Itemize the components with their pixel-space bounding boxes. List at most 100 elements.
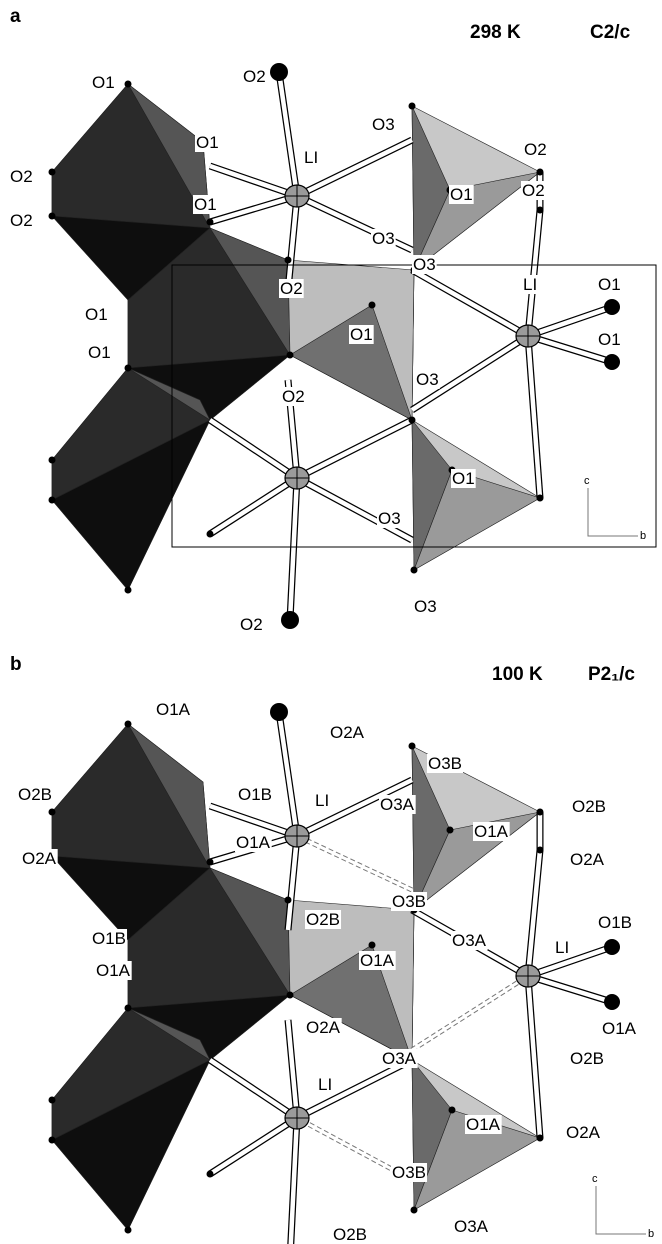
atom-label: O3A <box>380 795 415 814</box>
atom-label: O1 <box>452 469 475 488</box>
atom <box>125 1227 132 1234</box>
atom-label: O2 <box>243 67 266 86</box>
atom-label: O2B <box>570 1049 604 1068</box>
atom-label: O2 <box>240 615 263 634</box>
atom-label: O1B <box>238 785 272 804</box>
atom-label: O2B <box>18 785 52 804</box>
atom <box>49 809 56 816</box>
atom-label: O3B <box>392 892 426 911</box>
atom <box>49 457 56 464</box>
bond <box>528 976 612 1002</box>
atom <box>270 703 288 721</box>
atom-label: O1 <box>598 330 621 349</box>
atom <box>49 1097 56 1104</box>
atom-label: O2 <box>522 181 545 200</box>
bond <box>297 1060 412 1118</box>
atom <box>125 587 132 594</box>
atom <box>287 352 294 359</box>
atom-label: O2A <box>22 849 57 868</box>
atom <box>604 994 620 1010</box>
bond <box>279 72 297 196</box>
temperature: 298 K <box>470 22 521 43</box>
axis-label: b <box>640 530 646 542</box>
atom-label: O2A <box>566 1123 601 1142</box>
atom-label: O2B <box>333 1225 367 1244</box>
atom <box>604 354 620 370</box>
bond <box>210 478 297 534</box>
bond <box>297 420 412 478</box>
axis-label: c <box>584 475 590 487</box>
atom-label: O3B <box>428 754 462 773</box>
atom-label: O2 <box>282 387 305 406</box>
atom <box>537 1135 544 1142</box>
atom-label: O1A <box>96 961 131 980</box>
atom <box>537 169 544 176</box>
atom-label: O1 <box>88 343 111 362</box>
atom-label: O3 <box>413 255 436 274</box>
atom <box>369 302 376 309</box>
atom-label: O1A <box>156 700 191 719</box>
atom <box>207 1171 214 1178</box>
atom-label: LI <box>304 148 318 167</box>
atom-label: O3 <box>416 370 439 389</box>
atom <box>369 942 376 949</box>
h-bond <box>412 976 528 1050</box>
structure <box>49 63 657 1244</box>
atom-label: O1 <box>196 133 219 152</box>
atom <box>411 1207 418 1214</box>
atom-label: O1A <box>602 1019 637 1038</box>
atom-label: O2 <box>280 279 303 298</box>
atom <box>449 1107 456 1114</box>
atom-label: O3 <box>372 115 395 134</box>
atom-label: O1A <box>474 822 509 841</box>
bond <box>279 712 297 836</box>
atom-label: O3 <box>372 229 395 248</box>
space-group: P2₁/c <box>588 664 635 685</box>
atom-label: O3A <box>452 931 487 950</box>
atom-label: O1B <box>598 913 632 932</box>
atom-label: O2A <box>306 1018 341 1037</box>
atom <box>207 531 214 538</box>
atom-label: O3A <box>454 1217 489 1236</box>
atom <box>409 103 416 110</box>
atom <box>125 721 132 728</box>
atom <box>125 365 132 372</box>
atom <box>270 63 288 81</box>
bond <box>412 270 528 336</box>
atom <box>287 992 294 999</box>
temperature: 100 K <box>492 664 543 685</box>
atom-label: O1 <box>92 73 115 92</box>
atom-label: O1 <box>350 325 373 344</box>
panel-letter: b <box>10 654 22 675</box>
space-group: C2/c <box>590 22 631 43</box>
atom <box>285 897 292 904</box>
axis-label: c <box>592 1173 598 1185</box>
atom-label: O2 <box>10 211 33 230</box>
atom-label: O1B <box>92 929 126 948</box>
bond <box>210 196 297 222</box>
bond <box>528 336 540 498</box>
atom-label: LI <box>318 1075 332 1094</box>
atom-label: O1A <box>466 1115 501 1134</box>
atom <box>281 611 299 629</box>
atom <box>447 827 454 834</box>
h-bond <box>297 836 412 890</box>
atom <box>125 1005 132 1012</box>
atom-label: LI <box>523 275 537 294</box>
atom-label: O2 <box>10 167 33 186</box>
bond <box>528 210 540 336</box>
atom-label: O3 <box>414 597 437 616</box>
atom-label: O1A <box>360 951 395 970</box>
figure: a 298 K C2/c O1 O2 LI O3 O2 O1 O1 O2 O2 O1 O2 O3 O3 O1 LI… <box>0 0 662 1244</box>
atom <box>207 859 214 866</box>
atom-label: O3B <box>392 1163 426 1182</box>
atom <box>49 497 56 504</box>
panel-letter: a <box>10 6 21 27</box>
atom-label: O2B <box>306 910 340 929</box>
atom <box>49 1137 56 1144</box>
axis-indicator <box>596 1186 646 1234</box>
atom <box>604 299 620 315</box>
atom-label: O1 <box>85 305 108 324</box>
atom <box>604 939 620 955</box>
atom-label: O2A <box>570 850 605 869</box>
